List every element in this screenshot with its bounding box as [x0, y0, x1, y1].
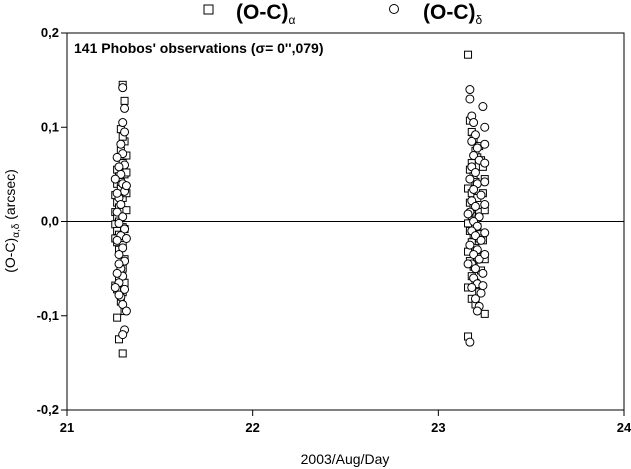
alpha-point: [122, 206, 131, 215]
delta-point: [120, 127, 130, 137]
delta-point: [465, 337, 475, 347]
delta-point: [112, 235, 122, 245]
delta-point: [121, 181, 131, 191]
series-delta: [110, 83, 490, 347]
delta-point: [116, 139, 126, 149]
delta-point: [112, 152, 122, 162]
delta-point: [118, 118, 128, 128]
delta-point: [463, 209, 473, 219]
delta-point: [470, 264, 480, 274]
delta-point: [114, 259, 124, 269]
alpha-point: [480, 309, 489, 318]
delta-point: [480, 228, 490, 238]
delta-point: [480, 177, 490, 187]
delta-point: [470, 294, 480, 304]
delta-point: [469, 118, 479, 128]
delta-point: [116, 200, 126, 210]
delta-point: [121, 233, 131, 243]
delta-point: [114, 249, 124, 259]
delta-point: [118, 299, 128, 309]
delta-point: [465, 94, 475, 104]
delta-point: [478, 268, 488, 278]
delta-point: [467, 136, 477, 146]
delta-point: [465, 240, 475, 250]
legend-label-alpha: (O-C)α: [236, 1, 295, 27]
delta-point: [120, 103, 130, 113]
x-axis: 21 22 23 24: [60, 410, 631, 435]
delta-point: [114, 162, 124, 172]
chart-annotation: 141 Phobos' observations (σ= 0'',079): [74, 40, 323, 56]
delta-point: [476, 235, 486, 245]
alpha-point: [118, 349, 127, 358]
alpha-point: [464, 50, 473, 59]
delta-point: [120, 224, 130, 234]
delta-point: [118, 243, 128, 253]
delta-point: [480, 249, 490, 259]
delta-point: [118, 330, 128, 340]
delta-point: [480, 139, 490, 149]
delta-point: [118, 83, 128, 93]
delta-point: [118, 212, 128, 222]
series-alpha: [111, 50, 489, 358]
delta-point: [478, 102, 488, 112]
legend-marker-circle: [389, 4, 399, 14]
delta-point: [470, 167, 480, 177]
delta-point: [114, 290, 124, 300]
y-tick-label: 0,2: [41, 25, 59, 40]
delta-point: [480, 200, 490, 210]
alpha-point: [120, 96, 129, 105]
delta-point: [110, 174, 120, 184]
x-tick-label: 24: [617, 420, 631, 435]
x-axis-title: 2003/Aug/Day: [301, 451, 390, 467]
delta-point: [465, 85, 475, 95]
legend-item-delta: (O-C)δ: [389, 1, 482, 27]
y-tick-label: 0,1: [41, 119, 59, 134]
delta-point: [463, 259, 473, 269]
delta-point: [478, 281, 488, 291]
x-tick-label: 22: [245, 420, 259, 435]
delta-point: [112, 268, 122, 278]
delta-point: [480, 122, 490, 132]
delta-point: [114, 218, 124, 228]
delta-point: [472, 306, 482, 316]
delta-point: [110, 282, 120, 292]
delta-point: [121, 306, 131, 316]
delta-point: [469, 184, 479, 194]
y-tick-label: -0,2: [37, 402, 59, 417]
y-tick-label: 0,0: [41, 214, 59, 229]
legend-marker-square: [203, 4, 214, 15]
delta-point: [476, 190, 486, 200]
y-axis: 0,2 0,1 0,0 -0,1 -0,2: [37, 25, 67, 417]
y-tick-label: -0,1: [37, 308, 59, 323]
x-tick-label: 23: [431, 420, 445, 435]
x-tick-label: 21: [60, 420, 74, 435]
legend-item-alpha: (O-C)α: [203, 1, 295, 27]
delta-point: [470, 201, 480, 211]
delta-point: [112, 188, 122, 198]
delta-point: [470, 130, 480, 140]
delta-point: [480, 158, 490, 168]
legend: (O-C)α (O-C)δ: [203, 1, 482, 27]
delta-point: [120, 284, 130, 294]
delta-point: [467, 282, 477, 292]
y-axis-title: (O-C)α,δ (arcsec): [2, 169, 22, 273]
delta-point: [465, 174, 475, 184]
delta-point: [472, 143, 482, 153]
alpha-point: [113, 313, 122, 322]
legend-label-delta: (O-C)δ: [423, 1, 482, 27]
